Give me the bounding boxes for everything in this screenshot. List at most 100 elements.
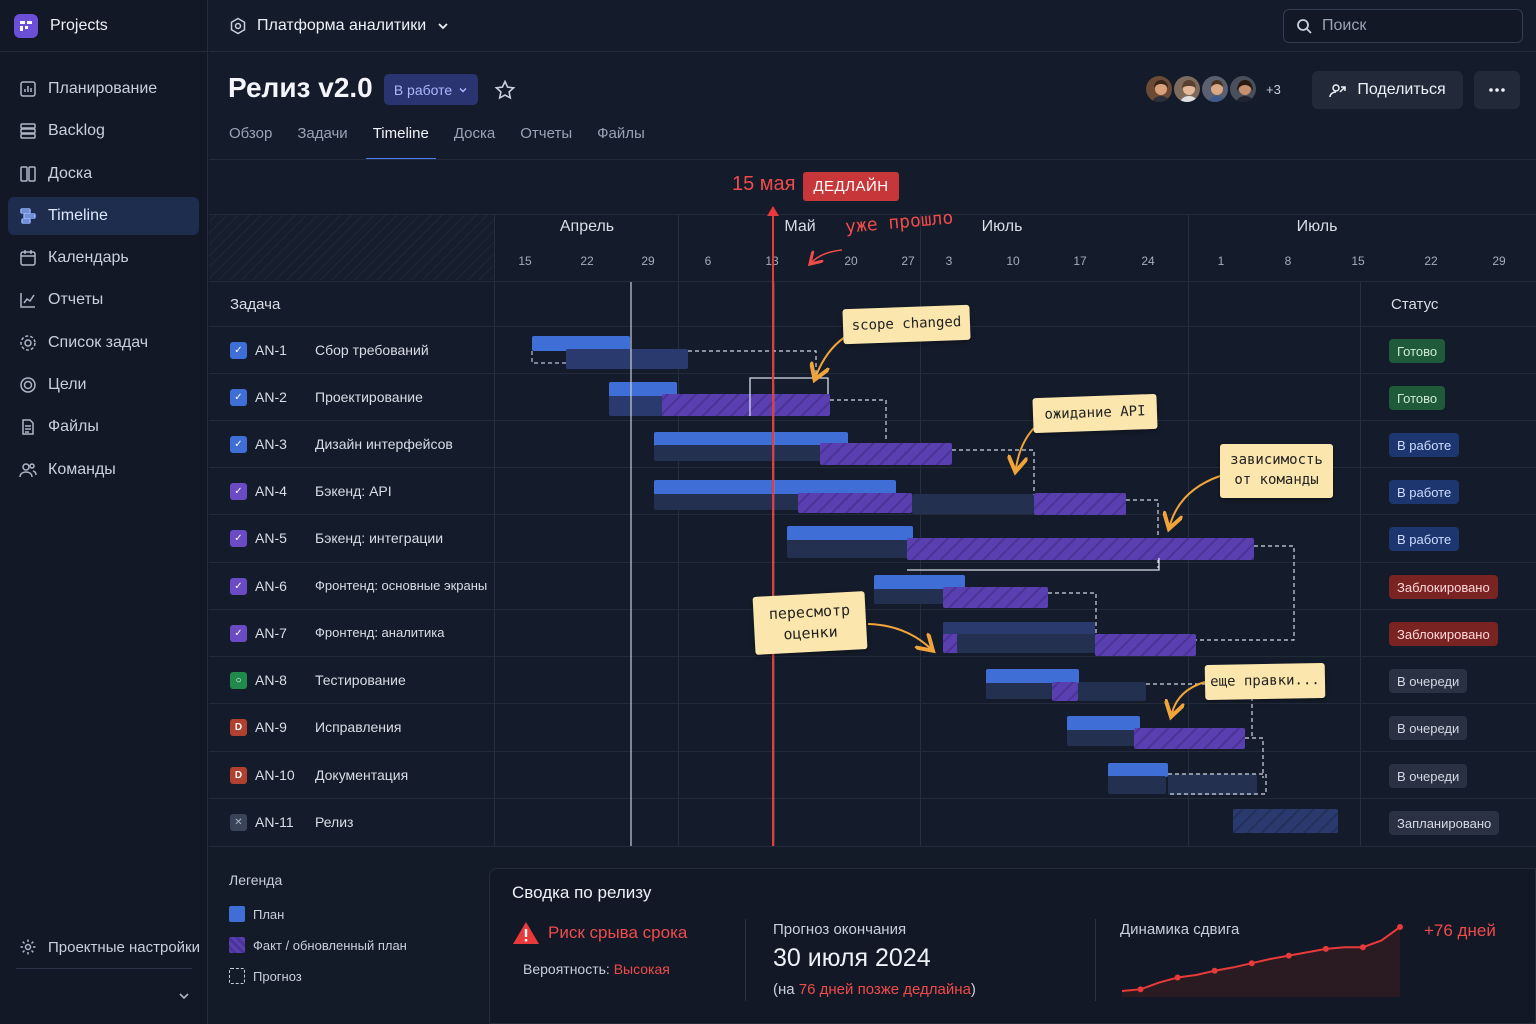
actual-bar[interactable] (1067, 730, 1137, 746)
task-column-header[interactable]: Задача (230, 296, 281, 313)
updated-plan-bar[interactable] (798, 493, 912, 513)
actual-bar[interactable] (874, 589, 944, 604)
task-title[interactable]: Исправления (315, 719, 402, 735)
forecast-bar[interactable] (957, 634, 1097, 653)
sidebar-item-board[interactable]: Доска (8, 155, 199, 193)
task-title[interactable]: Бэкенд: API (315, 483, 392, 499)
task-title[interactable]: Фронтенд: основные экраны (315, 578, 488, 593)
tab-overview[interactable]: Обзор (229, 125, 273, 142)
forecast-bar[interactable] (912, 494, 1034, 514)
project-settings-link[interactable]: Проектные настройки (8, 928, 203, 966)
story-type-icon[interactable]: ○ (230, 672, 247, 689)
sidebar-item-reports[interactable]: Отчеты (8, 281, 199, 319)
tab-timeline[interactable]: Timeline (365, 125, 437, 160)
task-title[interactable]: Фронтенд: аналитика (315, 625, 445, 640)
plan-bar[interactable] (1067, 716, 1140, 731)
task-title[interactable]: Сбор требований (315, 342, 429, 358)
sticky-note-team[interactable]: зависимость от команды (1220, 444, 1333, 498)
table-row[interactable]: ✓ AN-5 Бэкенд: интеграции В работе (209, 515, 1536, 562)
status-badge[interactable]: Запланировано (1389, 811, 1500, 835)
plan-bar[interactable] (532, 336, 630, 351)
updated-plan-bar[interactable] (907, 538, 1254, 560)
actual-bar[interactable] (986, 683, 1056, 699)
favorite-star-button[interactable] (494, 79, 516, 101)
status-column-header[interactable]: Статус (1391, 296, 1439, 313)
release-bar[interactable] (1233, 809, 1338, 833)
tab-reports[interactable]: Отчеты (520, 125, 573, 142)
actual-bar[interactable] (1108, 776, 1166, 794)
table-row[interactable]: ○ AN-8 Тестирование В очереди (209, 657, 1536, 704)
updated-plan-bar[interactable] (1095, 634, 1196, 656)
table-row[interactable]: ✓ AN-4 Бэкенд: API В работе (209, 468, 1536, 515)
sidebar-item-teams[interactable]: Команды (8, 451, 199, 489)
plan-bar[interactable] (654, 480, 896, 495)
task-title[interactable]: Релиз (315, 814, 354, 830)
actual-bar[interactable] (654, 445, 824, 461)
checkbox-checked-icon[interactable]: ✓ (230, 578, 247, 595)
tab-tasks[interactable]: Задачи (297, 125, 348, 142)
task-title[interactable]: Документация (315, 767, 409, 783)
table-row[interactable]: D AN-9 Исправления В очереди (209, 704, 1536, 751)
plan-bar[interactable] (874, 575, 965, 590)
share-button[interactable]: Поделиться (1312, 71, 1463, 109)
avatar[interactable] (1228, 74, 1258, 104)
table-row[interactable]: ✓ AN-2 Проектирование Готово (209, 374, 1536, 421)
table-row[interactable]: ✓ AN-1 Сбор требований Готово (209, 327, 1536, 374)
updated-plan-bar[interactable] (943, 634, 959, 653)
sticky-note-edits[interactable]: еще правки... (1204, 662, 1326, 701)
tab-files[interactable]: Файлы (597, 125, 645, 142)
bug-type-icon[interactable]: D (230, 719, 247, 736)
status-badge[interactable]: В очереди (1389, 764, 1468, 788)
forecast-bar[interactable] (1078, 682, 1146, 701)
sidebar-item-timeline[interactable]: Timeline (8, 196, 199, 235)
sidebar-item-backlog[interactable]: Backlog (8, 112, 199, 150)
avatar[interactable] (1172, 74, 1202, 104)
updated-plan-bar[interactable] (1034, 493, 1126, 515)
plan-bar[interactable] (609, 382, 677, 397)
project-switcher[interactable]: Платформа аналитики (229, 14, 450, 38)
sidebar-item-goals[interactable]: Цели (8, 366, 199, 404)
status-badge[interactable]: В очереди (1389, 669, 1468, 693)
plan-bar[interactable] (787, 526, 913, 541)
plan-bar[interactable] (986, 669, 1079, 684)
bug-type-icon[interactable]: D (230, 767, 247, 784)
status-badge[interactable]: В работе (1389, 480, 1460, 504)
sticky-note-reestimate[interactable]: пересмотр оценки (752, 591, 868, 655)
task-title[interactable]: Проектирование (315, 389, 423, 405)
table-row[interactable]: ✓ AN-3 Дизайн интерфейсов В работе (209, 421, 1536, 468)
member-avatars[interactable]: +3 (1144, 74, 1281, 104)
actual-bar[interactable] (609, 396, 665, 416)
checkbox-checked-icon[interactable]: ✓ (230, 389, 247, 406)
updated-plan-bar[interactable] (943, 587, 1048, 608)
task-title[interactable]: Дизайн интерфейсов (315, 436, 453, 452)
updated-plan-bar[interactable] (820, 443, 952, 465)
task-title[interactable]: Тестирование (315, 672, 406, 688)
updated-plan-bar[interactable] (662, 394, 830, 416)
milestone-type-icon[interactable]: ✕ (230, 814, 247, 831)
plan-bar[interactable] (943, 622, 1095, 636)
status-badge[interactable]: В очереди (1389, 716, 1468, 740)
search-box[interactable] (1283, 9, 1523, 43)
more-options-button[interactable] (1474, 71, 1520, 109)
table-row[interactable]: ✕ AN-11 Релиз Запланировано (209, 799, 1536, 846)
checkbox-checked-icon[interactable]: ✓ (230, 530, 247, 547)
sidebar-item-files[interactable]: Файлы (8, 408, 199, 446)
avatar[interactable] (1200, 74, 1230, 104)
search-input[interactable] (1322, 17, 1512, 35)
status-badge[interactable]: В работе (1389, 527, 1460, 551)
status-badge[interactable]: Готово (1389, 339, 1446, 363)
status-badge[interactable]: Заблокировано (1389, 575, 1498, 599)
sticky-note-api[interactable]: ожидание API (1032, 393, 1158, 434)
actual-bar[interactable] (787, 540, 911, 558)
sidebar-item-planning[interactable]: Планирование (8, 70, 199, 108)
task-title[interactable]: Бэкенд: интеграции (315, 530, 444, 546)
plan-bar[interactable] (1108, 763, 1168, 777)
collapse-sidebar-button[interactable] (174, 986, 194, 1006)
checkbox-checked-icon[interactable]: ✓ (230, 483, 247, 500)
plan-bar[interactable] (654, 432, 848, 447)
checkbox-checked-icon[interactable]: ✓ (230, 342, 247, 359)
table-row[interactable]: ✓ AN-6 Фронтенд: основные экраны Заблоки… (209, 563, 1536, 610)
status-badge[interactable]: В работе (1389, 433, 1460, 457)
release-status-dropdown[interactable]: В работе (384, 74, 478, 105)
status-badge[interactable]: Заблокировано (1389, 622, 1498, 646)
